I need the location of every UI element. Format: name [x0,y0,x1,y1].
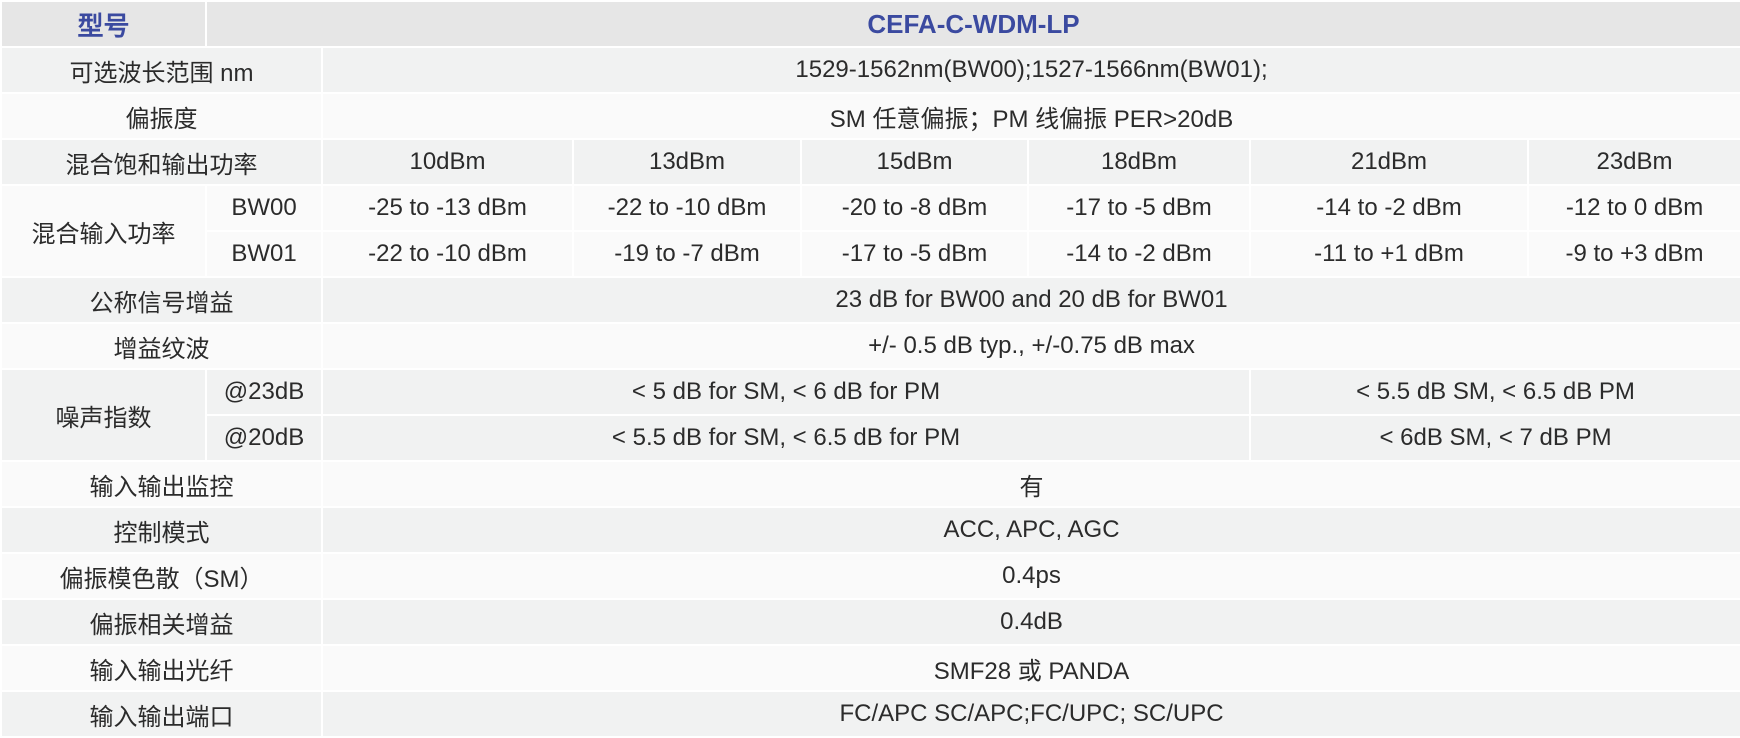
pmd-row: 偏振模色散（SM） 0.4ps [0,552,1740,600]
row-value: SMF28 或 PANDA [320,644,1740,692]
row-label: 偏振度 [0,92,323,140]
row-label: 输入输出光纤 [0,644,323,692]
row-label: 可选波长范围 nm [0,46,323,94]
row-value: 0.4ps [320,552,1740,600]
gain-row: 公称信号增益 23 dB for BW00 and 20 dB for BW01 [0,276,1740,324]
row-value: 有 [320,460,1740,508]
row-label: 输入输出端口 [0,690,323,738]
cell: < 5 dB for SM, < 6 dB for PM [321,368,1251,416]
cell: -19 to -7 dBm [572,230,802,278]
cell: 15dBm [800,138,1029,186]
input-power-row-bw00: 混合输入功率 BW00 -25 to -13 dBm -22 to -10 dB… [0,184,1740,278]
noise-row-20: @20dB < 5.5 dB for SM, < 6.5 dB for PM <… [1,414,1740,462]
row-label: 公称信号增益 [0,276,323,324]
model-label: 型号 [0,0,207,48]
cell: -11 to +1 dBm [1249,230,1529,278]
cell: -22 to -10 dBm [321,230,574,278]
row-label: 增益纹波 [0,322,323,370]
cell: -12 to 0 dBm [1526,184,1740,232]
row-label: 偏振模色散（SM） [0,552,323,600]
fiber-row: 输入输出光纤 SMF28 或 PANDA [0,644,1740,692]
cond-label: @23dB [205,368,323,416]
monitor-row: 输入输出监控 有 [0,460,1740,508]
cell: -14 to -2 dBm [1027,230,1251,278]
cell: -17 to -5 dBm [800,230,1029,278]
ripple-row: 增益纹波 +/- 0.5 dB typ., +/-0.75 dB max [0,322,1740,370]
cell: -25 to -13 dBm [321,184,574,232]
row-value: SM 任意偏振；PM 线偏振 PER>20dB [320,92,1740,140]
model-name: CEFA-C-WDM-LP [204,0,1740,48]
cell: < 5.5 dB for SM, < 6.5 dB for PM [321,414,1251,462]
saturated-power-row: 混合饱和输出功率 10dBm 13dBm 15dBm 18dBm 21dBm 2… [0,138,1740,186]
noise-row-23: 噪声指数 @23dB < 5 dB for SM, < 6 dB for PM … [0,368,1740,462]
band-label: BW01 [205,230,323,278]
row-label: 偏振相关增益 [0,598,323,646]
wavelength-row: 可选波长范围 nm 1529-1562nm(BW00);1527-1566nm(… [0,46,1740,94]
cond-label: @20dB [205,414,323,462]
cell: -9 to +3 dBm [1526,230,1740,278]
row-value: +/- 0.5 dB typ., +/-0.75 dB max [320,322,1740,370]
pdg-row: 偏振相关增益 0.4dB [0,598,1740,646]
row-label: 噪声指数 [0,368,207,462]
row-label: 输入输出监控 [0,460,323,508]
row-label: 混合饱和输出功率 [0,138,323,186]
cell: -20 to -8 dBm [800,184,1029,232]
polarization-row: 偏振度 SM 任意偏振；PM 线偏振 PER>20dB [0,92,1740,140]
cell: -14 to -2 dBm [1249,184,1529,232]
cell: 23dBm [1526,138,1740,186]
cell: < 5.5 dB SM, < 6.5 dB PM [1248,368,1740,416]
row-value: ACC, APC, AGC [320,506,1740,554]
input-power-row-bw01: BW01 -22 to -10 dBm -19 to -7 dBm -17 to… [1,230,1740,278]
row-value: 1529-1562nm(BW00);1527-1566nm(BW01); [320,46,1740,94]
row-value: FC/APC SC/APC;FC/UPC; SC/UPC [320,690,1740,738]
cell: 13dBm [572,138,802,186]
cell: -22 to -10 dBm [572,184,802,232]
control-row: 控制模式 ACC, APC, AGC [0,506,1740,554]
cell: < 6dB SM, < 7 dB PM [1248,414,1740,462]
port-row: 输入输出端口 FC/APC SC/APC;FC/UPC; SC/UPC [0,690,1740,738]
band-label: BW00 [205,184,323,232]
row-value: 23 dB for BW00 and 20 dB for BW01 [320,276,1740,324]
cell: -17 to -5 dBm [1027,184,1251,232]
row-label: 控制模式 [0,506,323,554]
row-label: 混合输入功率 [0,184,207,278]
cell: 10dBm [321,138,574,186]
row-value: 0.4dB [320,598,1740,646]
cell: 18dBm [1027,138,1251,186]
header-row: 型号 CEFA-C-WDM-LP [0,0,1740,48]
cell: 21dBm [1249,138,1529,186]
